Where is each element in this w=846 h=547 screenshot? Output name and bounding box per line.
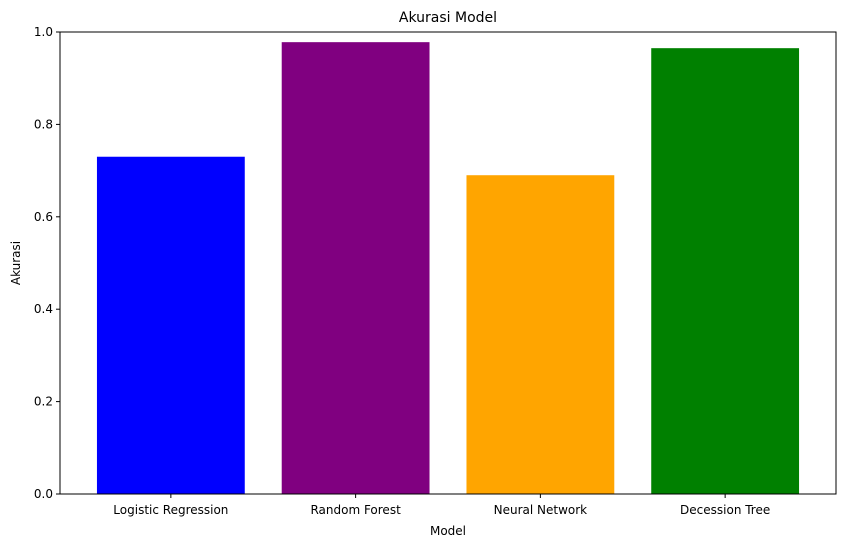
y-tick-label: 0.8 bbox=[34, 117, 53, 131]
x-axis-ticks: Logistic Regression Random Forest Neural N… bbox=[113, 494, 770, 517]
bar-random-forest bbox=[281, 42, 430, 494]
bar-decession-tree bbox=[651, 48, 800, 495]
y-tick-label: 0.0 bbox=[34, 487, 53, 501]
y-axis-label: Akurasi bbox=[9, 241, 23, 285]
y-tick-label: 0.4 bbox=[34, 302, 53, 316]
y-tick-label: 0.6 bbox=[34, 210, 53, 224]
chart-title: Akurasi Model bbox=[399, 10, 497, 26]
x-tick-label: Decession Tree bbox=[680, 503, 770, 517]
bars-group bbox=[96, 42, 800, 495]
plot-frame bbox=[59, 31, 837, 495]
y-axis-ticks: 0.0 0.2 0.4 0.6 0.8 1.0 bbox=[34, 25, 60, 501]
x-tick-label: Random Forest bbox=[310, 503, 401, 517]
x-tick-label: Neural Network bbox=[494, 503, 588, 517]
bar-logistic-regression bbox=[96, 156, 245, 495]
x-axis-label: Model bbox=[430, 524, 466, 538]
bar-neural-network bbox=[466, 175, 615, 494]
y-tick-label: 0.2 bbox=[34, 395, 53, 409]
x-tick-label: Logistic Regression bbox=[113, 503, 228, 517]
y-tick-label: 1.0 bbox=[34, 25, 53, 39]
